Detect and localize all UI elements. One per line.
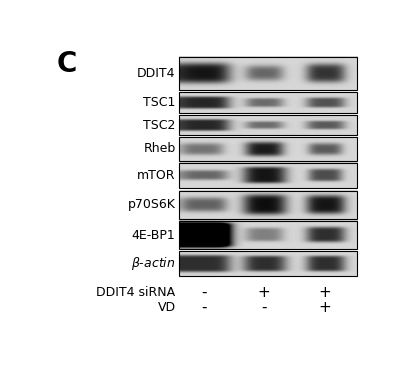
Text: $\beta$-actin: $\beta$-actin <box>131 255 176 272</box>
Bar <box>179 221 357 249</box>
Text: TSC2: TSC2 <box>143 119 176 132</box>
Text: mTOR: mTOR <box>137 169 176 182</box>
Text: +: + <box>318 285 331 300</box>
Bar <box>179 116 357 135</box>
Text: VD: VD <box>158 301 176 314</box>
Bar <box>179 57 357 90</box>
Text: 4E-BP1: 4E-BP1 <box>132 228 176 242</box>
Bar <box>179 191 357 219</box>
Text: -: - <box>201 285 206 300</box>
Bar <box>179 93 357 113</box>
Text: DDIT4 siRNA: DDIT4 siRNA <box>96 286 176 299</box>
Text: +: + <box>258 285 270 300</box>
Text: Rheb: Rheb <box>143 142 176 155</box>
Bar <box>179 163 357 188</box>
Text: C: C <box>56 50 76 78</box>
Text: -: - <box>201 300 206 315</box>
Text: +: + <box>318 300 331 315</box>
Bar <box>179 251 357 276</box>
Text: p70S6K: p70S6K <box>128 198 176 211</box>
Text: TSC1: TSC1 <box>143 96 176 109</box>
Text: DDIT4: DDIT4 <box>137 67 176 80</box>
Text: -: - <box>262 300 267 315</box>
Bar <box>179 137 357 161</box>
